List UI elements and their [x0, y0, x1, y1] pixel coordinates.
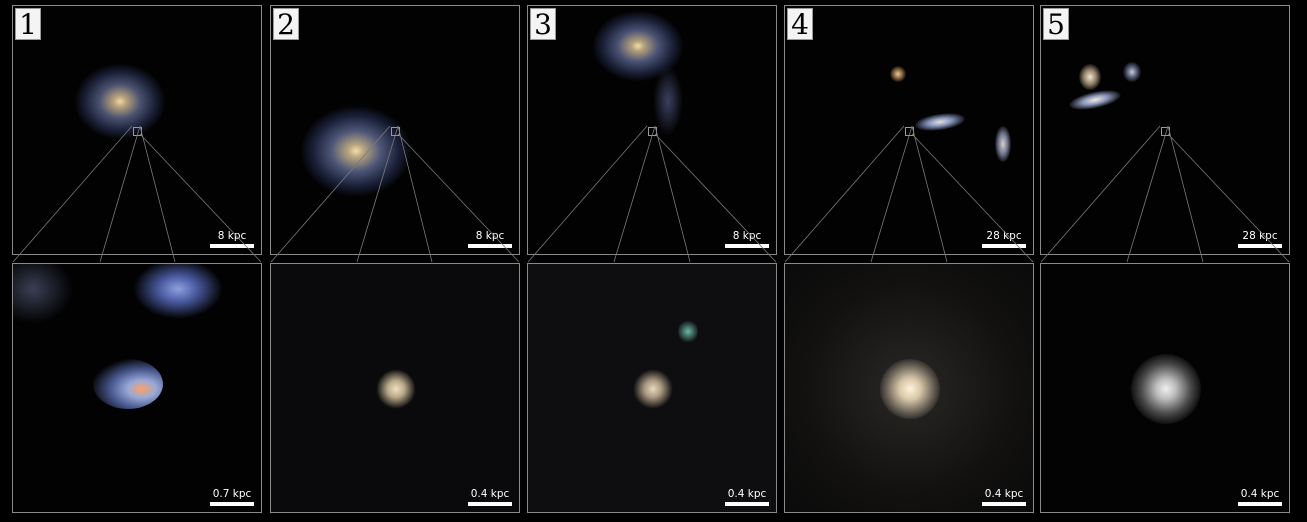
- zoom-source: [880, 359, 940, 419]
- panel-number-label: 4: [787, 8, 813, 41]
- scale-bar: 28 kpc: [982, 230, 1026, 248]
- zoom-panel-1: 0.7 kpc: [12, 263, 262, 513]
- scale-bar: 0.4 kpc: [468, 488, 512, 506]
- scale-bar-label: 8 kpc: [217, 230, 247, 242]
- zoom-source: [93, 359, 163, 409]
- scale-bar-label: 8 kpc: [475, 230, 505, 242]
- zoom-panel-3: 0.4 kpc: [527, 263, 777, 513]
- scale-bar: 0.4 kpc: [1238, 488, 1282, 506]
- scale-bar-label: 28 kpc: [1242, 230, 1278, 242]
- scale-bar: 8 kpc: [468, 230, 512, 248]
- galaxy-panel-4: 4 28 kpc: [784, 5, 1034, 255]
- panel-number-label: 3: [530, 8, 556, 41]
- zoom-companion: [678, 319, 698, 344]
- zoom-image: [133, 264, 223, 319]
- zoom-panel-4: 0.4 kpc: [784, 263, 1034, 513]
- scale-bar-line: [982, 502, 1026, 506]
- zoom-region-marker: [1161, 127, 1170, 136]
- galaxy-panel-1: 1 8 kpc: [12, 5, 262, 255]
- zoom-region-marker: [648, 127, 657, 136]
- scale-bar-line: [725, 502, 769, 506]
- galaxy-panel-3: 3 8 kpc: [527, 5, 777, 255]
- scale-bar: 0.7 kpc: [210, 488, 254, 506]
- scale-bar: 0.4 kpc: [725, 488, 769, 506]
- galaxy-image: [995, 126, 1011, 162]
- panel-number-label: 1: [15, 8, 41, 41]
- galaxy-panel-5: 5 28 kpc: [1040, 5, 1290, 255]
- zoom-source: [376, 369, 416, 409]
- galaxy-image: [75, 64, 165, 139]
- scale-bar-line: [725, 244, 769, 248]
- scale-bar-line: [468, 244, 512, 248]
- zoom-region-marker: [905, 127, 914, 136]
- scale-bar: 28 kpc: [1238, 230, 1282, 248]
- scale-bar-line: [210, 244, 254, 248]
- scale-bar-line: [210, 502, 254, 506]
- scale-bar-line: [468, 502, 512, 506]
- galaxy-image: [890, 66, 906, 82]
- scale-bar: 0.4 kpc: [982, 488, 1026, 506]
- galaxy-image: [914, 110, 966, 134]
- scale-bar-label: 0.4 kpc: [727, 488, 767, 500]
- panel-number-label: 2: [273, 8, 299, 41]
- galaxy-image: [301, 106, 411, 196]
- zoom-region-marker: [391, 127, 400, 136]
- zoom-source: [1131, 354, 1201, 424]
- scale-bar-label: 0.4 kpc: [1240, 488, 1280, 500]
- zoom-image-haze: [13, 264, 73, 324]
- zoom-source: [633, 369, 673, 409]
- galaxy-image: [1067, 86, 1123, 114]
- scale-bar-label: 0.4 kpc: [470, 488, 510, 500]
- galaxy-image: [1123, 62, 1141, 82]
- scale-bar-label: 0.7 kpc: [212, 488, 252, 500]
- scale-bar-label: 28 kpc: [986, 230, 1022, 242]
- galaxy-tail: [653, 66, 683, 136]
- scale-bar: 8 kpc: [725, 230, 769, 248]
- scale-bar-label: 0.4 kpc: [984, 488, 1024, 500]
- scale-bar-line: [1238, 244, 1282, 248]
- panel-number-label: 5: [1043, 8, 1069, 41]
- scale-bar: 8 kpc: [210, 230, 254, 248]
- scale-bar-label: 8 kpc: [732, 230, 762, 242]
- zoom-region-marker: [133, 127, 142, 136]
- zoom-panel-2: 0.4 kpc: [270, 263, 520, 513]
- galaxy-image: [1079, 64, 1101, 90]
- scale-bar-line: [982, 244, 1026, 248]
- zoom-panel-5: 0.4 kpc: [1040, 263, 1290, 513]
- scale-bar-line: [1238, 502, 1282, 506]
- galaxy-panel-2: 2 8 kpc: [270, 5, 520, 255]
